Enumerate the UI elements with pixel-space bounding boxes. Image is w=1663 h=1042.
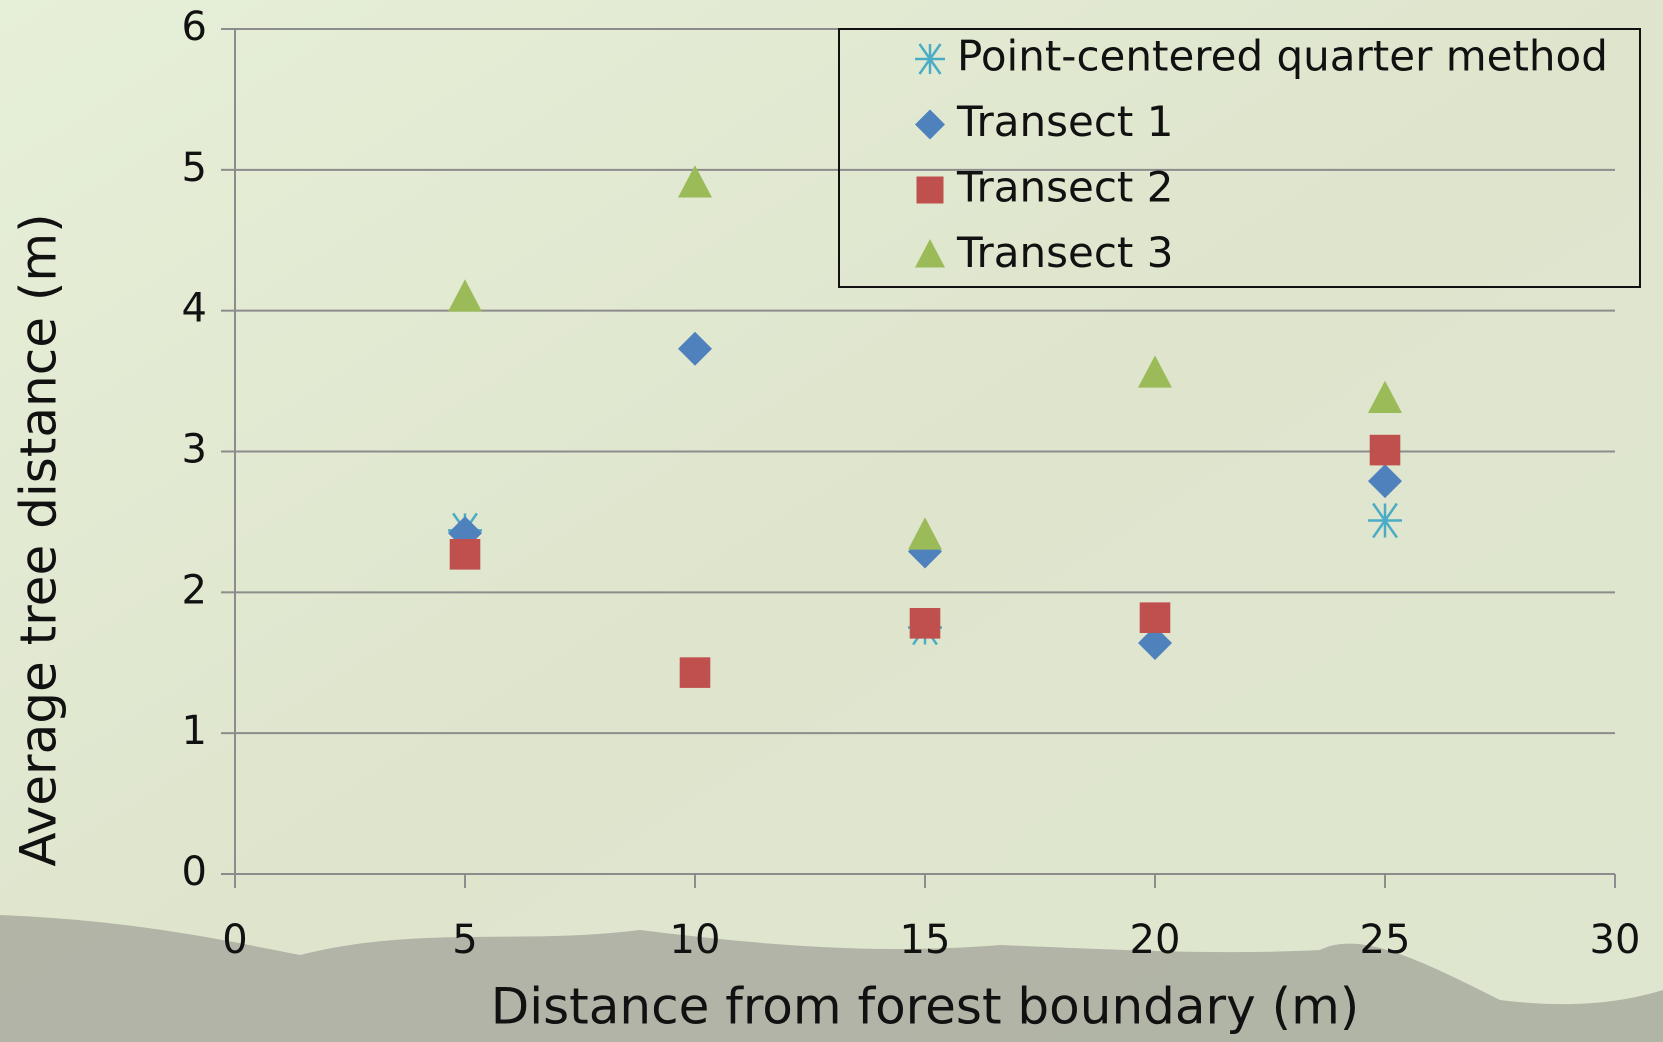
y-tick-label: 1 <box>182 708 207 754</box>
y-tick-label: 0 <box>182 849 207 895</box>
legend-label: Transect 2 <box>956 163 1173 212</box>
data-point <box>1369 434 1401 466</box>
x-tick-label: 20 <box>1130 917 1181 963</box>
data-point <box>1138 355 1172 388</box>
y-axis-title: Average tree distance (m) <box>10 213 68 866</box>
marker-shape <box>678 331 712 366</box>
y-tick-label: 6 <box>182 4 207 50</box>
legend-marker <box>915 109 945 140</box>
legend-marker <box>915 239 945 268</box>
marker-shape <box>1369 434 1401 466</box>
data-point <box>908 517 942 550</box>
legend-label: Transect 3 <box>956 228 1173 277</box>
marker-shape <box>916 176 944 204</box>
x-tick-label: 15 <box>900 917 951 963</box>
data-point <box>1138 626 1172 661</box>
x-tick-label: 5 <box>452 917 477 963</box>
legend-label: Point-centered quarter method <box>957 32 1608 81</box>
x-axis-title: Distance from forest boundary (m) <box>491 978 1360 1036</box>
legend-box <box>838 28 1641 288</box>
data-point <box>1368 380 1402 413</box>
x-tick-label: 30 <box>1590 917 1641 963</box>
legend-label: Transect 1 <box>956 97 1173 146</box>
marker-shape <box>909 608 941 639</box>
marker-shape <box>678 165 712 198</box>
data-point <box>679 657 711 688</box>
marker-shape <box>1368 380 1402 413</box>
marker-shape <box>1138 626 1172 661</box>
y-tick-label: 3 <box>182 427 207 473</box>
data-point <box>1368 502 1402 539</box>
x-tick-label: 10 <box>670 917 721 963</box>
x-tick-label: 25 <box>1360 917 1411 963</box>
y-tick-label: 5 <box>182 145 207 191</box>
data-point <box>1368 464 1402 499</box>
data-point <box>1139 602 1171 633</box>
marker-shape <box>449 539 481 570</box>
mountain-silhouette <box>0 915 1663 1042</box>
marker-shape <box>908 517 942 550</box>
data-point <box>678 165 712 198</box>
data-point <box>449 539 481 570</box>
marker-shape <box>448 279 482 312</box>
marker-shape <box>1368 464 1402 499</box>
data-point <box>678 331 712 366</box>
x-tick-label: 0 <box>222 917 247 963</box>
legend-marker <box>916 176 944 204</box>
marker-shape <box>1138 355 1172 388</box>
y-tick-label: 4 <box>182 286 207 332</box>
marker-shape <box>1139 602 1171 633</box>
marker-shape <box>679 657 711 688</box>
marker-shape <box>915 109 945 140</box>
data-point <box>909 608 941 639</box>
marker-shape <box>915 239 945 268</box>
legend-marker <box>915 43 945 75</box>
data-point <box>448 279 482 312</box>
y-tick-label: 2 <box>182 567 207 613</box>
